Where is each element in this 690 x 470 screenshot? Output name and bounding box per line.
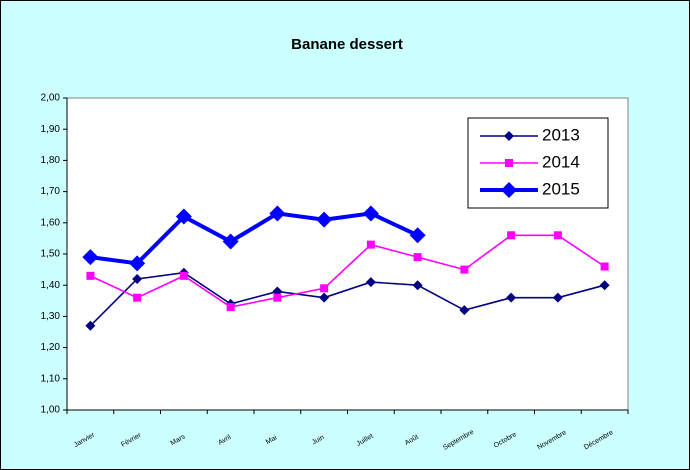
y-tick-label: 1,60 (41, 217, 61, 228)
data-point (413, 253, 422, 262)
y-tick-label: 1,10 (41, 373, 61, 384)
data-point (459, 305, 470, 316)
data-point (553, 231, 562, 240)
legend-marker (504, 131, 514, 141)
data-point (409, 227, 426, 244)
data-point (179, 271, 188, 280)
data-point (129, 255, 146, 272)
y-tick-label: 2,00 (41, 93, 61, 104)
data-point (319, 292, 330, 303)
y-tick-label: 1,00 (41, 405, 61, 416)
data-point (82, 249, 99, 266)
data-point (132, 273, 143, 284)
legend-label: 2015 (542, 179, 580, 198)
y-tick-label: 1,90 (41, 124, 61, 135)
data-point (600, 262, 609, 271)
data-point (269, 205, 286, 222)
y-tick-label: 1,30 (41, 311, 61, 322)
legend-marker (501, 182, 517, 198)
legend-label: 2014 (542, 152, 580, 171)
y-tick-label: 1,80 (41, 155, 61, 166)
series-line (89, 271, 605, 327)
series-line (90, 211, 419, 266)
data-point (320, 284, 329, 293)
data-point (460, 265, 469, 274)
data-point (412, 280, 423, 291)
y-tick-label: 1,50 (41, 249, 61, 260)
data-point (133, 293, 142, 302)
data-point (366, 240, 375, 249)
legend-label: 2013 (542, 125, 580, 144)
data-point (85, 320, 96, 331)
data-point (507, 231, 516, 240)
data-point (86, 271, 95, 280)
data-point (506, 292, 517, 303)
x-tick-label: Mai (265, 434, 279, 446)
series-line (90, 234, 606, 308)
data-point (273, 293, 282, 302)
data-point (316, 211, 333, 228)
data-point (552, 292, 563, 303)
data-point (222, 233, 239, 250)
data-point (226, 303, 235, 312)
data-point (599, 280, 610, 291)
y-tick-label: 1,40 (41, 280, 61, 291)
data-point (365, 277, 376, 288)
data-point (362, 205, 379, 222)
y-tick-label: 1,70 (41, 186, 61, 197)
data-point (175, 208, 192, 225)
y-tick-label: 1,20 (41, 342, 61, 353)
legend-marker (505, 159, 513, 167)
chart-title: Banane dessert (291, 36, 403, 53)
